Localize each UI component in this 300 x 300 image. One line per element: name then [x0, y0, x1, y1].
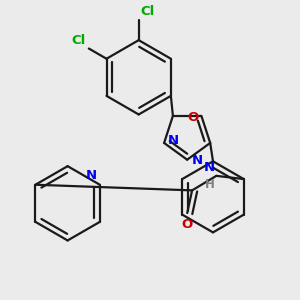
Text: N: N — [168, 134, 179, 147]
Text: Cl: Cl — [140, 5, 154, 18]
Text: N: N — [86, 169, 97, 182]
Text: O: O — [182, 218, 193, 231]
Text: Cl: Cl — [71, 34, 85, 47]
Text: N: N — [204, 160, 215, 174]
Text: H: H — [205, 178, 215, 191]
Text: O: O — [188, 111, 199, 124]
Text: N: N — [192, 154, 203, 167]
